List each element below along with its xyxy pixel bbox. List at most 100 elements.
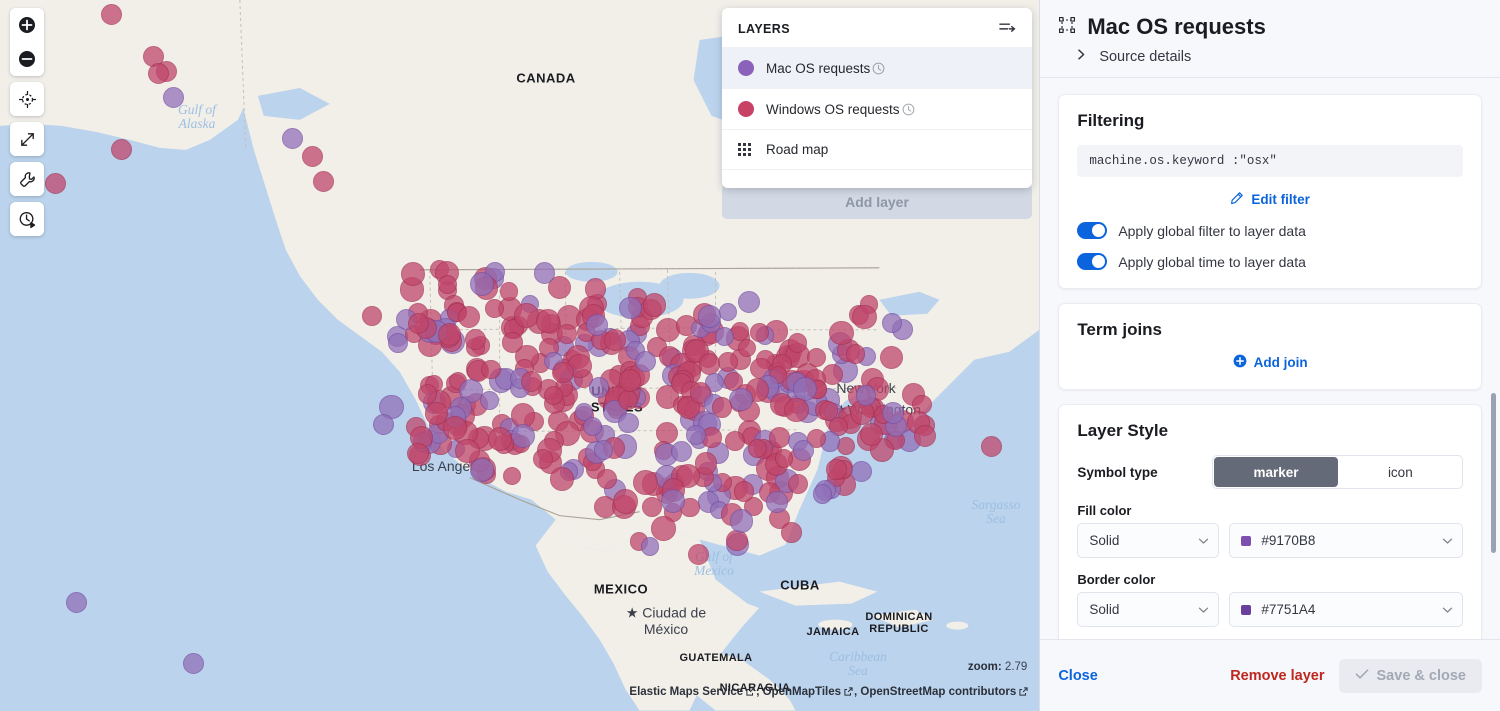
map-marker[interactable] <box>503 467 522 486</box>
map-marker[interactable] <box>766 490 788 513</box>
map-marker[interactable] <box>387 333 408 354</box>
map-marker[interactable] <box>698 305 721 328</box>
zoom-in-icon[interactable] <box>10 8 44 42</box>
map-marker[interactable] <box>618 369 642 392</box>
map-marker[interactable] <box>372 413 395 436</box>
edit-filter-button[interactable]: Edit filter <box>1077 191 1463 208</box>
map-marker[interactable] <box>535 309 560 333</box>
map-marker[interactable] <box>711 397 732 418</box>
map-marker[interactable] <box>312 170 334 192</box>
map-marker[interactable] <box>513 303 539 328</box>
map-marker[interactable] <box>499 282 518 301</box>
map-marker[interactable] <box>557 324 578 345</box>
map-marker[interactable] <box>787 333 807 353</box>
map-marker[interactable] <box>855 385 876 406</box>
map-marker[interactable] <box>147 62 169 84</box>
map-marker[interactable] <box>582 416 603 436</box>
map-marker[interactable] <box>784 397 810 423</box>
map-marker[interactable] <box>586 313 609 336</box>
map-canvas-container[interactable]: CANADAUNITEDSTATESMEXICOCUBAJAMAICADOMIN… <box>0 0 1040 711</box>
map-marker[interactable] <box>301 145 323 167</box>
map-marker[interactable] <box>686 425 706 445</box>
map-marker[interactable] <box>457 306 480 329</box>
map-marker[interactable] <box>726 529 748 552</box>
zoom-control-group[interactable] <box>10 8 44 76</box>
map-marker[interactable] <box>737 291 760 314</box>
map-marker[interactable] <box>510 423 535 448</box>
apply-global-filter-toggle-row[interactable]: Apply global filter to layer data <box>1077 222 1463 239</box>
map-marker[interactable] <box>781 522 802 543</box>
map-marker[interactable] <box>455 438 480 463</box>
map-marker[interactable] <box>487 426 512 451</box>
map-marker[interactable] <box>632 470 658 496</box>
fullscreen-group[interactable] <box>10 122 44 156</box>
map-marker[interactable] <box>656 421 679 444</box>
map-marker[interactable] <box>660 488 686 514</box>
map-marker[interactable] <box>859 422 884 447</box>
fit-to-data-group[interactable] <box>10 82 44 116</box>
map-marker[interactable] <box>182 652 204 674</box>
map-marker[interactable] <box>469 457 494 482</box>
map-marker[interactable] <box>879 345 904 369</box>
border-color-mode-select[interactable]: Solid <box>1077 592 1220 627</box>
map-marker[interactable] <box>65 591 87 613</box>
map-marker[interactable] <box>407 312 429 334</box>
map-marker[interactable] <box>718 352 739 373</box>
map-marker[interactable] <box>671 440 693 462</box>
map-marker[interactable] <box>603 328 626 351</box>
map-marker[interactable] <box>593 440 614 460</box>
attribution-osm-link[interactable]: OpenStreetMap contributors <box>860 686 1017 698</box>
symbol-type-option-marker[interactable]: marker <box>1214 457 1338 487</box>
map-marker[interactable] <box>613 489 638 514</box>
map-marker[interactable] <box>687 543 709 565</box>
map-toolbar[interactable] <box>10 8 44 236</box>
map-marker[interactable] <box>733 481 754 502</box>
add-layer-button[interactable]: Add layer <box>722 184 1032 219</box>
fill-color-picker[interactable]: #9170B8 <box>1229 523 1463 558</box>
map-marker[interactable] <box>618 296 642 320</box>
save-and-close-button[interactable]: Save & close <box>1338 658 1482 693</box>
map-marker[interactable] <box>443 415 468 440</box>
timeslider-icon[interactable] <box>10 202 44 236</box>
map-marker[interactable] <box>705 372 725 392</box>
map-marker[interactable] <box>44 172 66 194</box>
map-marker[interactable] <box>818 401 838 421</box>
map-marker[interactable] <box>651 516 676 542</box>
apply-global-filter-toggle[interactable] <box>1077 222 1108 239</box>
layer-list-item-0[interactable]: Mac OS requests <box>722 47 1032 88</box>
map-marker[interactable] <box>748 439 767 458</box>
map-marker[interactable] <box>549 467 574 491</box>
map-marker[interactable] <box>845 344 866 364</box>
remove-layer-button[interactable]: Remove layer <box>1230 667 1325 684</box>
map-marker[interactable] <box>162 86 184 108</box>
map-marker[interactable] <box>852 304 877 329</box>
map-marker[interactable] <box>826 458 847 480</box>
flyout-scrollbar[interactable] <box>1491 393 1496 553</box>
map-marker[interactable] <box>520 370 542 392</box>
map-marker[interactable] <box>480 359 501 380</box>
map-marker[interactable] <box>729 508 754 533</box>
map-marker[interactable] <box>597 469 617 490</box>
map-marker[interactable] <box>850 460 872 482</box>
map-marker[interactable] <box>980 435 1002 457</box>
map-marker[interactable] <box>407 442 429 465</box>
timeslider-group[interactable] <box>10 202 44 236</box>
map-marker[interactable] <box>281 127 303 149</box>
map-marker[interactable] <box>715 326 735 347</box>
border-color-picker[interactable]: #7751A4 <box>1229 592 1463 627</box>
map-marker[interactable] <box>881 313 902 333</box>
map-marker[interactable] <box>400 261 425 286</box>
map-marker[interactable] <box>532 448 554 469</box>
layer-list-item-1[interactable]: Windows OS requests <box>722 88 1032 129</box>
map-marker[interactable] <box>362 305 383 326</box>
attribution-omt-link[interactable]: OpenMapTiles <box>762 686 841 698</box>
map-marker[interactable] <box>641 496 663 518</box>
add-join-button[interactable]: Add join <box>1077 354 1463 371</box>
zoom-out-icon[interactable] <box>10 42 44 76</box>
fullscreen-icon[interactable] <box>10 122 44 156</box>
map-marker[interactable] <box>485 299 504 319</box>
map-marker[interactable] <box>806 347 826 367</box>
map-marker[interactable] <box>750 323 770 342</box>
tools-wrench-icon[interactable] <box>10 162 44 196</box>
layers-panel[interactable]: LAYERS Mac OS requests Windows OS request… <box>722 8 1032 188</box>
